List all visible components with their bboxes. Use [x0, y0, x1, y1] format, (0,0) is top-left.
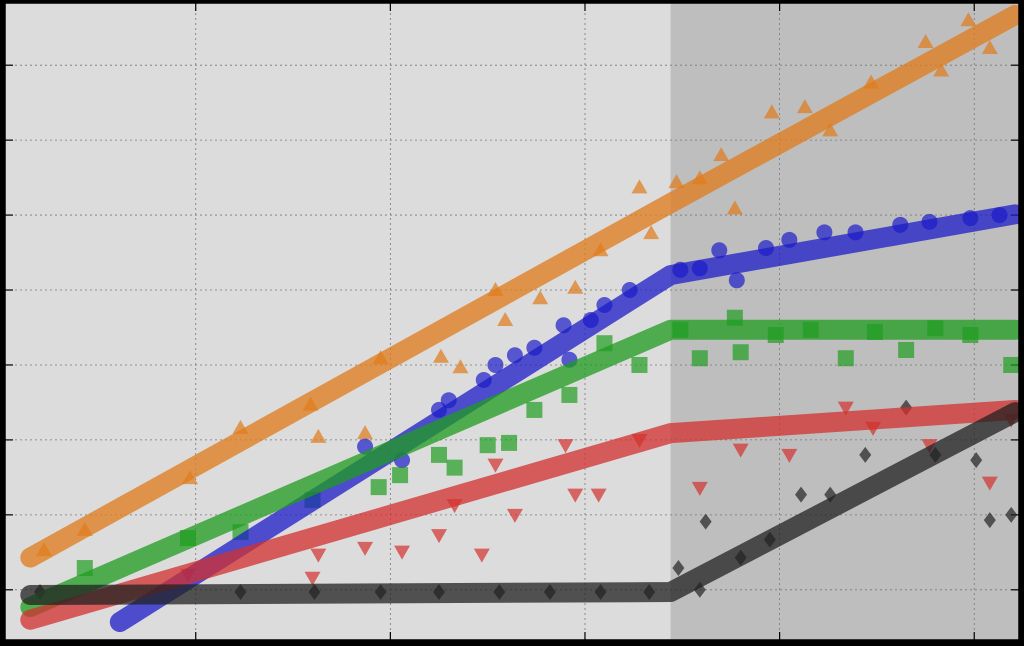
- point: [691, 481, 708, 496]
- fit-line: [109, 204, 1019, 633]
- point: [497, 312, 514, 327]
- point: [310, 548, 327, 563]
- point: [501, 434, 518, 451]
- point: [394, 545, 411, 560]
- point: [713, 147, 730, 162]
- point: [711, 242, 728, 259]
- point: [357, 425, 374, 440]
- plot-area: [20, 4, 1019, 633]
- point: [796, 99, 813, 114]
- point: [631, 356, 648, 373]
- point: [532, 290, 549, 305]
- point: [981, 39, 998, 54]
- point: [898, 341, 915, 358]
- point: [822, 122, 839, 137]
- point: [357, 541, 374, 556]
- point: [473, 548, 490, 563]
- point: [557, 439, 574, 454]
- point: [970, 452, 983, 469]
- point: [431, 446, 448, 463]
- point: [590, 488, 607, 503]
- point: [567, 488, 584, 503]
- point: [981, 476, 998, 491]
- point: [732, 344, 749, 361]
- point: [691, 350, 708, 367]
- point: [795, 486, 808, 503]
- point: [631, 179, 648, 194]
- point: [643, 225, 660, 240]
- point: [370, 479, 387, 496]
- point: [732, 443, 749, 458]
- point: [487, 458, 504, 473]
- fit-line: [20, 399, 1019, 630]
- point: [837, 401, 854, 416]
- point: [726, 200, 743, 215]
- point: [699, 513, 712, 530]
- point: [526, 401, 543, 418]
- fit-line: [20, 319, 1019, 618]
- point: [487, 356, 504, 373]
- point: [452, 359, 469, 374]
- point: [304, 571, 321, 586]
- point: [728, 272, 745, 289]
- point: [431, 529, 448, 544]
- point: [917, 33, 934, 48]
- point: [446, 459, 463, 476]
- point: [310, 428, 327, 443]
- point: [392, 467, 409, 484]
- point: [960, 12, 977, 27]
- point: [479, 437, 496, 454]
- fit-line: [20, 4, 1019, 568]
- point: [816, 224, 833, 241]
- point: [781, 448, 798, 463]
- point: [567, 279, 584, 294]
- point: [672, 560, 685, 577]
- point: [561, 386, 578, 403]
- point: [983, 512, 996, 529]
- axes-border: [4, 2, 1020, 641]
- point: [933, 62, 950, 77]
- point: [763, 104, 780, 119]
- point: [1003, 356, 1019, 373]
- point: [668, 174, 685, 189]
- fit-line: [20, 402, 1019, 606]
- point: [432, 348, 449, 363]
- point: [1005, 506, 1018, 523]
- point: [859, 446, 872, 463]
- point: [506, 508, 523, 523]
- point: [837, 350, 854, 367]
